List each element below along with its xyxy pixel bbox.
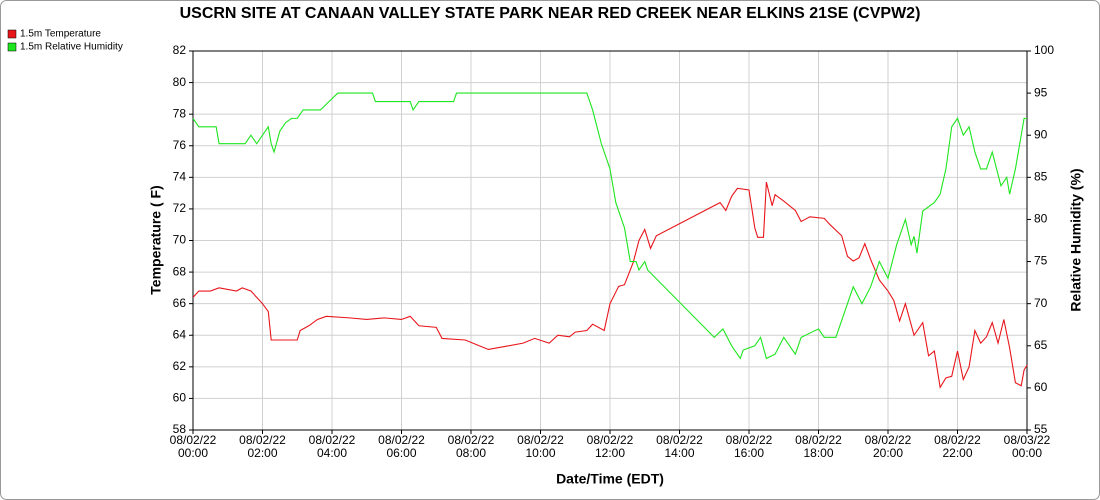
y2-axis-title: Relative Humidity (%) [1068,168,1084,311]
plot-border [192,50,1028,431]
legend-label: 1.5m Temperature [20,29,101,40]
x-tick-label: 08/02/22 02:00 [239,433,286,460]
y-tick-label: 72 [173,201,187,215]
x-tick-label: 08/02/22 08:00 [448,433,495,460]
y2-tick-label: 65 [1034,338,1048,352]
y2-tick-label: 80 [1034,212,1048,226]
y-tick-label: 58 [173,422,187,436]
y-axis-title: Temperature ( F) [148,185,164,294]
x-tick-label: 08/02/22 16:00 [726,433,773,460]
data-line [192,92,1027,360]
y-tick-label: 70 [173,233,187,247]
y2-tick-label: 95 [1034,85,1048,99]
y2-tick-label: 75 [1034,254,1048,268]
x-axis-title: Date/Time (EDT) [556,471,664,487]
y2-tick-label: 85 [1034,170,1048,184]
y-tick-label: 80 [173,75,187,89]
x-tick-label: 08/02/22 12:00 [587,433,634,460]
y-tick-label: 60 [173,391,187,405]
x-tick-label: 08/02/22 22:00 [934,433,981,460]
legend-label: 1.5m Relative Humidity [20,42,123,53]
x-tick-label: 08/02/22 00:00 [170,433,217,460]
legend-swatch [7,42,17,52]
data-line [192,181,1028,389]
y-tick-label: 74 [173,170,187,184]
y-tick-label: 76 [173,138,187,152]
x-tick-label: 08/03/22 00:00 [1004,433,1051,460]
y2-tick-label: 60 [1034,380,1048,394]
chart-title: USCRN SITE AT CANAAN VALLEY STATE PARK N… [180,5,921,22]
legend-swatch [7,29,17,39]
y2-tick-label: 90 [1034,127,1048,141]
y-tick-label: 62 [173,359,187,373]
y-tick-label: 66 [173,296,187,310]
y-tick-label: 68 [173,264,187,278]
y-tick-label: 64 [173,327,187,341]
y-tick-label: 82 [173,43,187,57]
y2-tick-label: 55 [1034,422,1048,436]
x-tick-label: 08/02/22 04:00 [309,433,356,460]
x-tick-label: 08/02/22 18:00 [795,433,842,460]
x-tick-label: 08/02/22 10:00 [517,433,564,460]
y-tick-label: 78 [173,106,187,120]
y2-tick-label: 100 [1034,43,1054,57]
x-tick-label: 08/02/22 20:00 [865,433,912,460]
y2-tick-label: 70 [1034,296,1048,310]
x-tick-label: 08/02/22 14:00 [656,433,703,460]
x-tick-label: 08/02/22 06:00 [378,433,425,460]
